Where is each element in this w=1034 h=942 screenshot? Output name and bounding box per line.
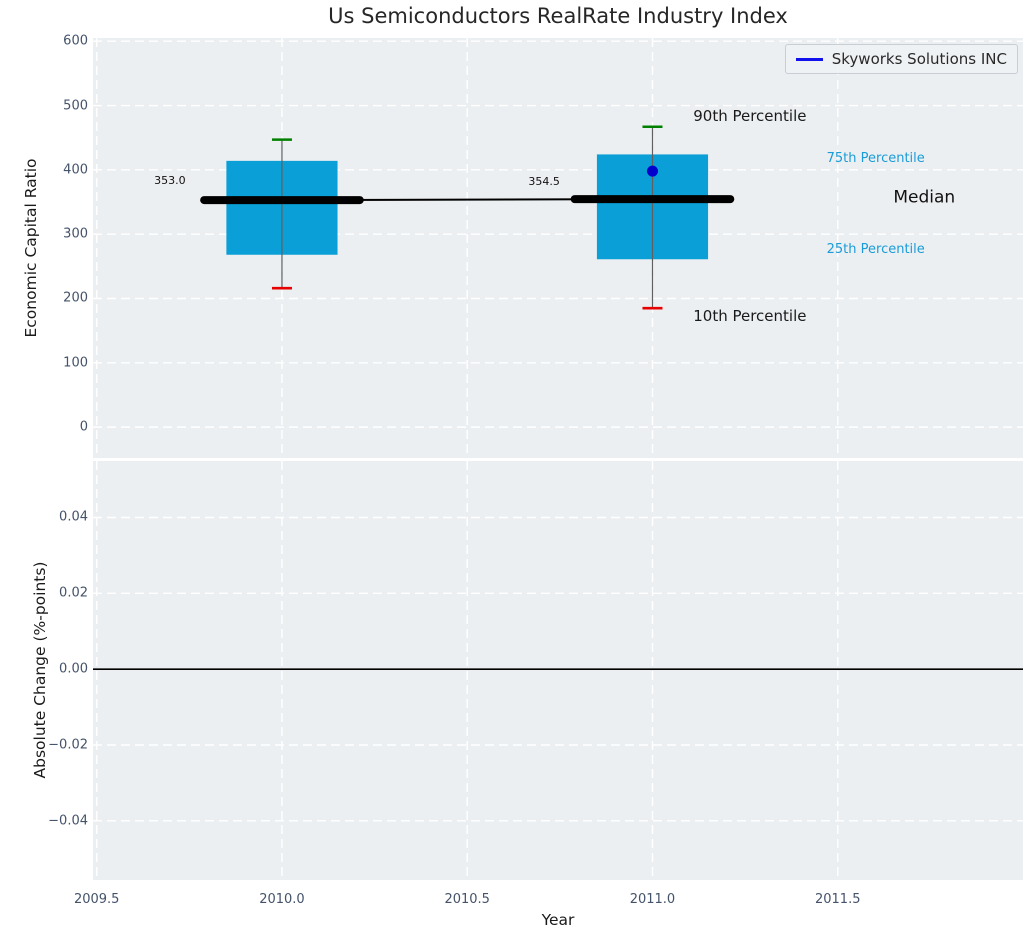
y-tick-label: 400 bbox=[63, 162, 88, 178]
annotation-75th-percentile: 75th Percentile bbox=[826, 150, 925, 166]
y-tick-label: 200 bbox=[63, 290, 88, 306]
annotation-353.0: 353.0 bbox=[154, 173, 186, 187]
bottom-plot-area bbox=[93, 461, 1023, 880]
y-tick-label: −0.04 bbox=[48, 813, 88, 829]
bottom-plot-canvas bbox=[93, 461, 1023, 880]
legend-label: Skyworks Solutions INC bbox=[831, 50, 1007, 68]
y-tick-label: 0.02 bbox=[59, 585, 88, 601]
y-tick-label: 500 bbox=[63, 98, 88, 114]
annotation-25th-percentile: 25th Percentile bbox=[826, 242, 925, 258]
y-tick-label: −0.02 bbox=[48, 737, 88, 753]
x-tick-label: 2011.5 bbox=[814, 892, 861, 907]
legend-line-swatch bbox=[795, 57, 823, 61]
top-y-axis-label: Economic Capital Ratio bbox=[22, 158, 40, 338]
x-axis-label: Year bbox=[541, 911, 575, 929]
y-tick-label: 300 bbox=[63, 226, 88, 242]
top-plot-canvas bbox=[93, 38, 1023, 458]
chart-title: Us Semiconductors RealRate Industry Inde… bbox=[328, 4, 788, 28]
x-tick-label: 2010.5 bbox=[444, 892, 490, 907]
x-tick-label: 2009.5 bbox=[73, 892, 120, 907]
y-tick-label: 100 bbox=[63, 355, 88, 371]
y-tick-label: 600 bbox=[63, 33, 88, 49]
annotation-90th-percentile: 90th Percentile bbox=[693, 107, 807, 126]
x-tick-label: 2010.0 bbox=[259, 892, 305, 907]
y-tick-label: 0 bbox=[79, 419, 88, 435]
top-plot-area: 353.0 354.5 90th Percentile 10th Percentile… bbox=[93, 38, 1023, 458]
annotation-10th-percentile: 10th Percentile bbox=[693, 307, 807, 326]
legend: Skyworks Solutions INC bbox=[784, 44, 1018, 74]
annotation-354.5: 354.5 bbox=[528, 175, 560, 189]
annotation-median: Median bbox=[893, 187, 956, 208]
y-tick-label: 0.00 bbox=[59, 661, 88, 677]
y-tick-label: 0.04 bbox=[59, 509, 88, 525]
x-tick-label: 2011.0 bbox=[629, 892, 676, 907]
company-data-point bbox=[646, 165, 658, 177]
